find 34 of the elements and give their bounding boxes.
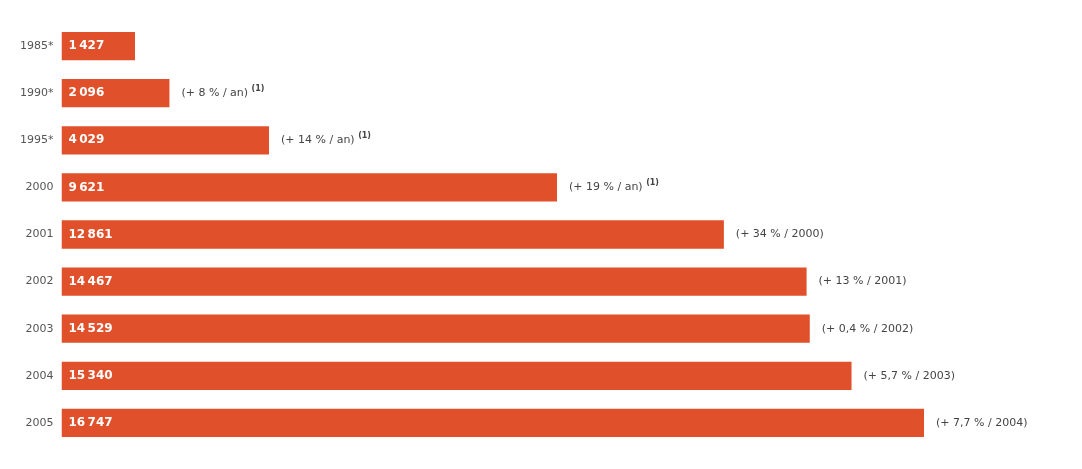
y-tick-label: 1995*: [19, 133, 54, 147]
data-label: 1 427: [68, 38, 105, 53]
bar: [61, 220, 724, 249]
annotation: (+ 19 % / an) (1): [569, 178, 660, 194]
bar: [61, 314, 810, 343]
bar: [61, 408, 924, 437]
annotation: (+ 34 % / 2000): [735, 227, 824, 241]
data-label: 2 096: [68, 85, 105, 100]
annotation: (+ 5,7 % / 2003): [863, 368, 955, 382]
y-tick-label: 1985*: [19, 39, 54, 52]
bar: [61, 126, 269, 155]
y-tick-label: 1990*: [19, 86, 54, 100]
annotation: (+ 14 % / an) (1): [281, 131, 372, 147]
annotation: (+ 8 % / an) (1): [181, 84, 265, 100]
y-tick-label: 2005: [25, 415, 54, 429]
data-label: 9 621: [68, 179, 105, 194]
y-tick-label: 2004: [25, 368, 54, 382]
bar: [61, 361, 852, 390]
data-label: 15 340: [68, 367, 113, 382]
data-label: 14 529: [68, 320, 113, 335]
bar: [61, 79, 170, 108]
bar: [61, 173, 557, 202]
y-tick-label: 2003: [25, 321, 54, 335]
data-label: 16 747: [68, 414, 113, 429]
y-tick-label: 2001: [25, 227, 54, 241]
bar: [61, 267, 807, 296]
data-label: 4 029: [68, 132, 105, 147]
y-tick-label: 2000: [25, 180, 54, 194]
data-label: 14 467: [68, 273, 113, 288]
y-tick-label: 2002: [25, 274, 54, 288]
annotation: (+ 0,4 % / 2002): [821, 321, 914, 335]
annotation: (+ 13 % / 2001): [818, 274, 907, 288]
annotation: (+ 7,7 % / 2004): [936, 415, 1028, 429]
data-label: 12 861: [68, 226, 113, 241]
